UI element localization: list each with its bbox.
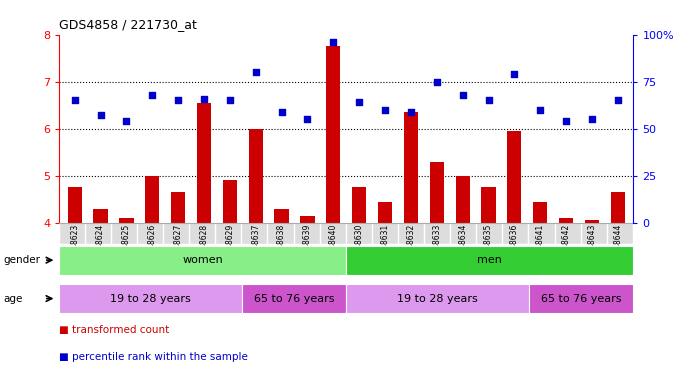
Text: gender: gender	[3, 255, 40, 265]
Point	[328, 39, 339, 45]
Point	[405, 109, 416, 115]
Bar	[68, 187, 82, 223]
Bar	[171, 192, 185, 223]
Point	[198, 96, 209, 102]
Point	[612, 98, 624, 104]
Point	[509, 71, 520, 77]
Point	[354, 99, 365, 105]
Bar	[507, 131, 521, 223]
Bar	[326, 46, 340, 223]
Bar	[482, 187, 496, 223]
Text: GDS4858 / 221730_at: GDS4858 / 221730_at	[59, 18, 197, 31]
Bar	[248, 129, 263, 223]
Bar	[301, 216, 315, 223]
Bar	[404, 112, 418, 223]
Text: 65 to 76 years: 65 to 76 years	[541, 293, 622, 304]
Point	[95, 113, 106, 119]
Point	[587, 116, 598, 122]
Text: 65 to 76 years: 65 to 76 years	[254, 293, 334, 304]
Bar	[145, 176, 159, 223]
Point	[457, 92, 468, 98]
Point	[173, 98, 184, 104]
Point	[302, 116, 313, 122]
Text: age: age	[3, 293, 23, 304]
Bar	[223, 180, 237, 223]
Point	[147, 92, 158, 98]
Bar	[119, 218, 134, 223]
Bar	[533, 202, 547, 223]
Bar	[456, 176, 470, 223]
Bar	[429, 162, 444, 223]
Point	[379, 107, 390, 113]
Text: women: women	[182, 255, 223, 265]
Point	[276, 109, 287, 115]
Point	[432, 79, 443, 85]
Point	[250, 69, 261, 75]
Bar	[378, 202, 392, 223]
Bar	[274, 209, 289, 223]
Point	[224, 98, 235, 104]
Bar	[197, 103, 211, 223]
Text: men: men	[477, 255, 503, 265]
Bar	[559, 218, 574, 223]
Text: 19 to 28 years: 19 to 28 years	[397, 293, 478, 304]
Point	[560, 118, 571, 124]
Bar	[352, 187, 366, 223]
Text: ■ transformed count: ■ transformed count	[59, 325, 169, 335]
Point	[483, 98, 494, 104]
Bar	[610, 192, 625, 223]
Point	[535, 107, 546, 113]
Bar	[93, 209, 108, 223]
Bar	[585, 220, 599, 223]
Point	[121, 118, 132, 124]
Point	[69, 98, 80, 104]
Text: 19 to 28 years: 19 to 28 years	[110, 293, 191, 304]
Text: ■ percentile rank within the sample: ■ percentile rank within the sample	[59, 352, 248, 362]
